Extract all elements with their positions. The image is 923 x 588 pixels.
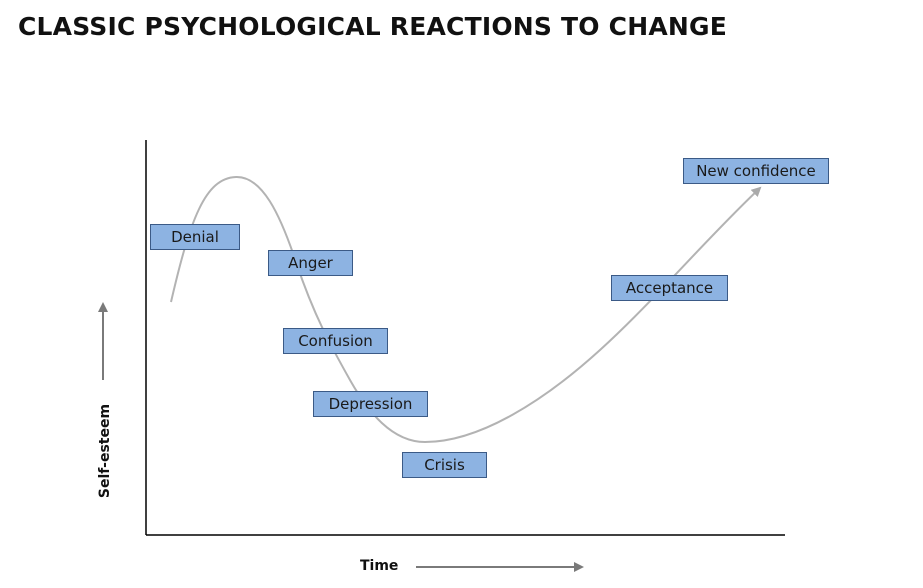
stage-new-confidence: New confidence <box>683 158 829 184</box>
stage-acceptance: Acceptance <box>611 275 728 301</box>
y-axis-label: Self-esteem <box>97 403 113 499</box>
stage-depression: Depression <box>313 391 428 417</box>
page-title: CLASSIC PSYCHOLOGICAL REACTIONS TO CHANG… <box>18 12 727 41</box>
stage-crisis: Crisis <box>402 452 487 478</box>
stage-denial: Denial <box>150 224 240 250</box>
change-curve <box>170 175 762 444</box>
stage-confusion: Confusion <box>283 328 388 354</box>
stage-anger: Anger <box>268 250 353 276</box>
x-axis-label: Time <box>360 558 399 574</box>
